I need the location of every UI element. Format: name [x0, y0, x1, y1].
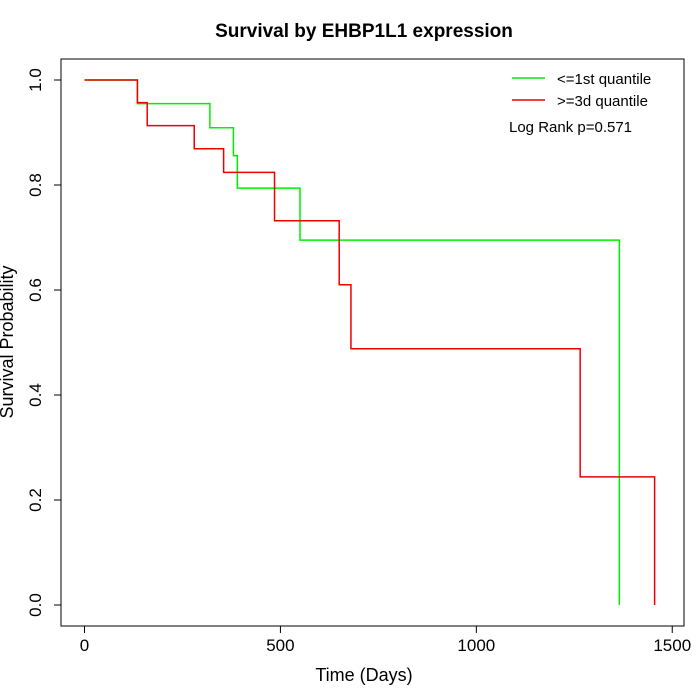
axis-layer: 0 500 1000 1500 0.0 0.2 0.4 0.6 0.8 1.0: [26, 68, 691, 655]
x-axis-label: Time (Days): [315, 665, 412, 685]
y-tick-label: 1.0: [26, 68, 45, 92]
survival-curve-series-2: [84, 79, 656, 605]
legend-label-series-1: <=1st quantile: [557, 71, 651, 88]
legend: <=1st quantile >=3d quantile: [512, 71, 651, 110]
y-tick-label: 0.2: [26, 488, 45, 512]
x-tick-label: 1500: [653, 636, 691, 655]
survival-curve-series-1: [84, 79, 621, 605]
x-tick-label: 1000: [457, 636, 495, 655]
y-tick-label: 0.8: [26, 173, 45, 197]
y-tick-label: 0.6: [26, 278, 45, 302]
x-tick-label: 500: [266, 636, 294, 655]
series-layer: [84, 79, 656, 605]
plot-frame: [60, 58, 685, 627]
legend-label-series-2: >=3d quantile: [557, 93, 648, 110]
x-tick-label: 0: [80, 636, 89, 655]
y-tick-label: 0.0: [26, 593, 45, 617]
chart-title: Survival by EHBP1L1 expression: [215, 21, 513, 42]
y-tick-label: 0.4: [26, 383, 45, 407]
log-rank-annotation: Log Rank p=0.571: [509, 119, 632, 136]
y-axis-label: Survival Probability: [0, 265, 17, 418]
